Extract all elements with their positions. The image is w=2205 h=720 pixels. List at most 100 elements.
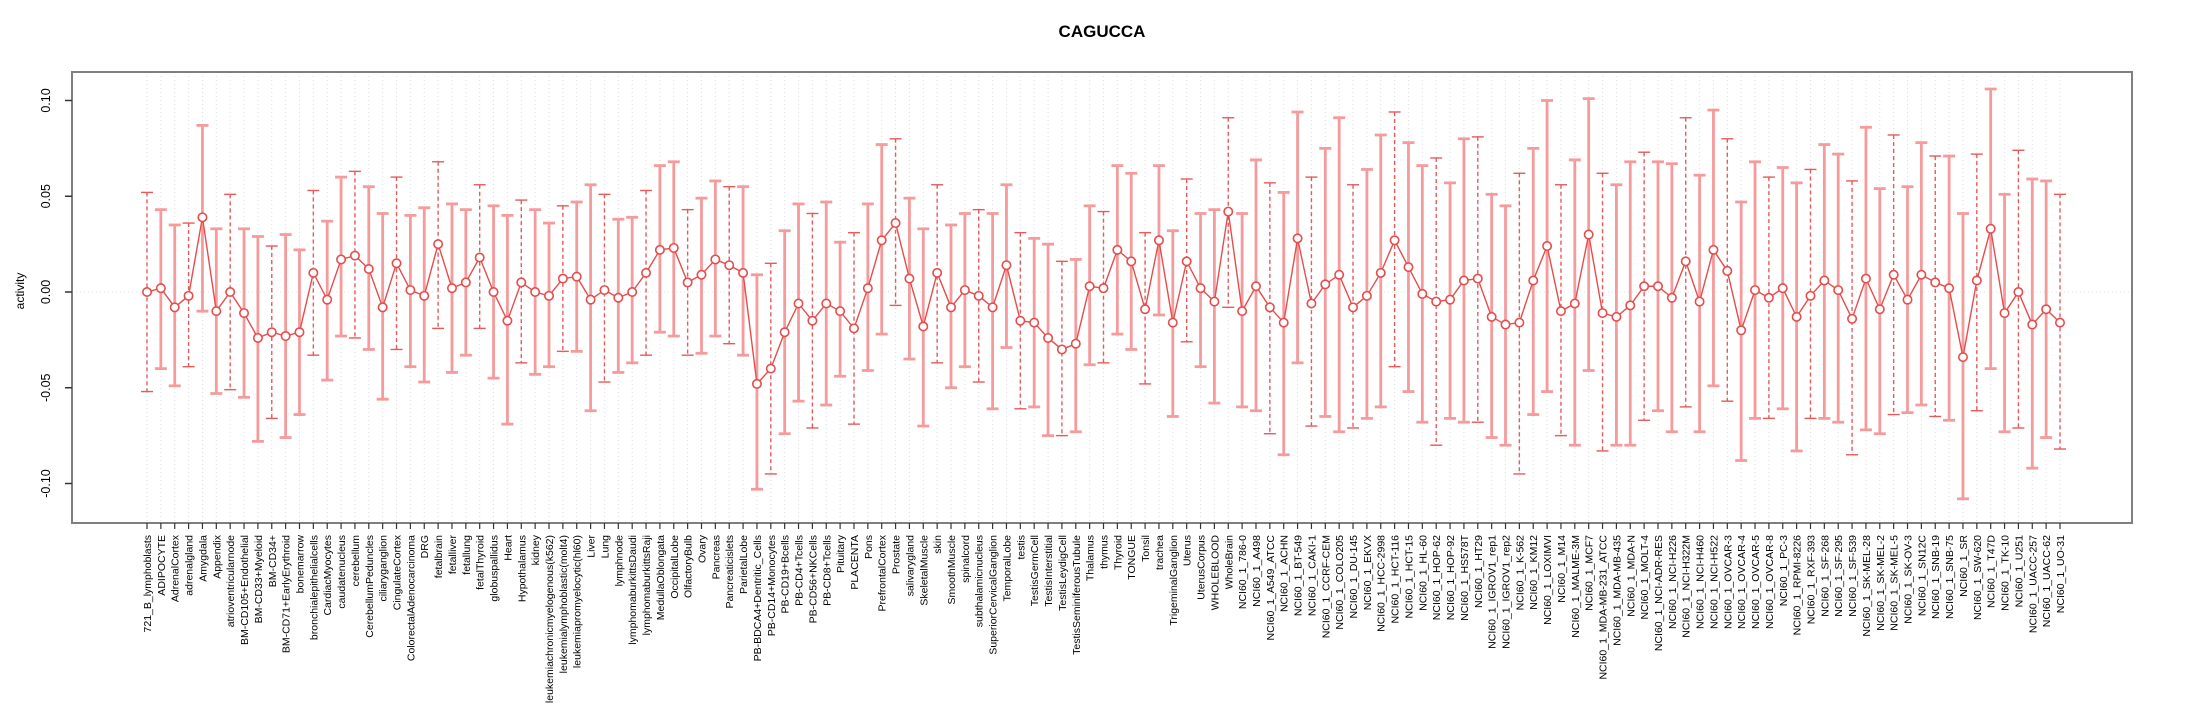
data-point: [1722, 265, 1733, 276]
data-point: [1375, 267, 1386, 278]
x-tick-label: testis: [1015, 535, 1027, 560]
x-tick-label: bonemarrow: [294, 535, 306, 594]
x-tick-label: NCI60_1_U251: [2013, 535, 2025, 608]
data-point: [1500, 319, 1511, 330]
data-point: [987, 302, 998, 313]
y-tick-label: 0.00: [39, 280, 53, 304]
data-point: [2027, 319, 2038, 330]
data-point: [1431, 296, 1442, 307]
data-point: [1126, 256, 1137, 267]
x-tick-label: NCI60_1_NCI-ADR-RES: [1653, 535, 1665, 651]
x-tick-label: NCI60_1_MCF7: [1584, 535, 1596, 611]
x-tick-label: NCI60_1_MDA-MB-435: [1611, 535, 1623, 646]
x-tick-label: NCI60_1_MDA-MB-231_ATCC: [1598, 535, 1610, 680]
data-point: [419, 290, 430, 301]
data-point: [266, 327, 277, 338]
data-point: [1181, 256, 1192, 267]
x-tick-label: NCI60_1_OVCAR-4: [1736, 535, 1748, 629]
data-point: [1957, 352, 1968, 363]
x-tick-label: NCI60_1_RPMI-8226: [1792, 535, 1804, 636]
data-point: [1167, 317, 1178, 328]
x-tick-label: ColorectalAdenocarcinoma: [405, 535, 417, 661]
x-tick-label: Hypothalamus: [516, 535, 528, 602]
data-point: [835, 306, 846, 317]
data-point: [336, 254, 347, 265]
data-point: [1043, 332, 1054, 343]
data-point: [1847, 313, 1858, 324]
data-point: [1999, 308, 2010, 319]
x-tick-label: SmoothMuscle: [946, 535, 958, 605]
data-point: [959, 285, 970, 296]
data-point: [862, 283, 873, 294]
data-point: [225, 286, 236, 297]
x-tick-label: cerebellum: [350, 535, 362, 587]
data-point: [641, 267, 652, 278]
data-point: [1084, 281, 1095, 292]
data-point: [1916, 269, 1927, 280]
y-tick-label: 0.10: [39, 88, 53, 112]
x-tick-label: NCI60_1_COLO205: [1334, 535, 1346, 630]
x-tick-label: NCI60_1_SW-620: [1972, 535, 1984, 620]
data-point: [1514, 317, 1525, 328]
x-tick-label: NCI60_1_OVCAR-8: [1764, 535, 1776, 629]
x-tick-label: TestisLeydigCell: [1057, 535, 1069, 611]
x-tick-label: Liver: [586, 535, 598, 558]
x-tick-label: PB-CD19+Bcells: [780, 535, 792, 614]
data-point: [530, 286, 541, 297]
x-tick-label: fetalThyroid: [475, 535, 487, 590]
data-point: [1209, 296, 1220, 307]
data-point: [1680, 256, 1691, 267]
x-tick-label: BM-CD33+Myeloid: [253, 535, 265, 624]
x-tick-label: Uterus: [1182, 535, 1194, 566]
x-tick-label: UterusCorpus: [1196, 535, 1208, 600]
x-tick-label: Amygdala: [197, 535, 209, 582]
x-tick-label: NCI60_1_HOP-62: [1431, 535, 1443, 620]
data-point: [613, 292, 624, 303]
data-point: [1639, 281, 1650, 292]
x-tick-label: AdrenalCortex: [170, 534, 182, 602]
x-tick-label: PB-CD4+Tcells: [794, 535, 806, 606]
x-tick-label: NCI60_1_SK-OV-3: [1903, 535, 1915, 624]
chart-title: CAGUCCA: [1058, 22, 1146, 41]
data-point: [1112, 244, 1123, 255]
x-tick-label: kidney: [530, 534, 542, 565]
data-point: [821, 298, 832, 309]
x-tick-label: NCI60_1_HCC-2998: [1376, 535, 1388, 632]
data-point: [1403, 262, 1414, 273]
data-point: [1417, 288, 1428, 299]
data-point: [627, 286, 638, 297]
data-point: [155, 283, 166, 294]
x-tick-label: PB-BDCA4+Dentritic_Cells: [752, 535, 764, 661]
data-point: [1140, 304, 1151, 315]
x-tick-label: NCI60_1_786-0: [1237, 535, 1249, 609]
x-tick-label: NCI60_1_IGROV1_rep2: [1501, 535, 1513, 649]
data-point: [1611, 311, 1622, 322]
x-tick-label: NCI60_1_SR: [1958, 535, 1970, 597]
data-point: [1763, 292, 1774, 303]
data-point: [2055, 317, 2066, 328]
data-point: [1569, 298, 1580, 309]
x-tick-label: NCI60_1_SK-MEL-5: [1889, 535, 1901, 631]
data-point: [474, 252, 485, 263]
x-tick-label: CingulateCortex: [392, 534, 404, 610]
data-point: [696, 269, 707, 280]
data-point: [294, 327, 305, 338]
x-tick-label: skin: [932, 535, 944, 554]
x-tick-label: spinalcord: [960, 535, 972, 583]
x-tick-label: Appendix: [211, 534, 223, 579]
x-tick-label: TestisSeminiferousTubule: [1071, 535, 1083, 655]
data-point: [779, 327, 790, 338]
data-point: [391, 258, 402, 269]
x-tick-label: TONGUE: [1126, 535, 1138, 580]
x-tick-label: NCI60_1_HCT-116: [1390, 535, 1402, 624]
x-tick-label: Heart: [502, 535, 514, 561]
x-tick-label: TemporalLobe: [1001, 535, 1013, 602]
data-point: [1583, 229, 1594, 240]
x-tick-label: NCI60_1_SF-295: [1833, 535, 1845, 617]
data-point: [252, 332, 263, 343]
x-tick-label: salivarygland: [904, 535, 916, 596]
x-tick-label: fetallung: [461, 535, 473, 575]
x-tick-label: Thyroid: [1112, 535, 1124, 570]
data-point: [1320, 279, 1331, 290]
